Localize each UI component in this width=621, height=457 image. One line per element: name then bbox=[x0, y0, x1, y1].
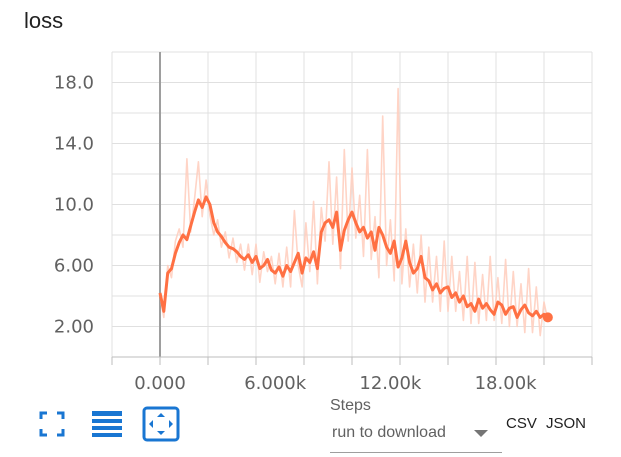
loss-line-chart[interactable]: 2.00 6.00 10.0 14.0 18.0 0.000 6.000k 12.00k 18.… bbox=[0, 0, 621, 400]
y-tick-label: 2.00 bbox=[54, 317, 94, 338]
download-csv-link[interactable]: CSV bbox=[506, 415, 537, 432]
fullscreen-icon[interactable] bbox=[38, 410, 66, 438]
x-tick-label: 0.000 bbox=[134, 373, 186, 394]
run-download-select-value: run to download bbox=[332, 424, 446, 441]
x-tick-label: 6.000k bbox=[244, 373, 307, 394]
y-tick-label: 18.0 bbox=[54, 73, 94, 94]
download-json-link[interactable]: JSON bbox=[546, 415, 587, 432]
x-tick-label: 18.00k bbox=[475, 373, 538, 394]
x-axis-selector-label: Steps bbox=[330, 397, 371, 414]
run-download-select[interactable]: run to download bbox=[330, 420, 502, 453]
y-tick-label: 14.0 bbox=[54, 134, 94, 155]
series-end-point bbox=[542, 312, 553, 323]
smoothed-series-layer bbox=[158, 195, 553, 323]
tick-labels: 2.00 6.00 10.0 14.0 18.0 0.000 6.000k 12.00k 18.… bbox=[54, 73, 537, 395]
smoothed-series-line bbox=[158, 195, 549, 319]
x-tick-label: 12.00k bbox=[359, 373, 422, 394]
chevron-down-icon bbox=[474, 430, 488, 437]
y-tick-label: 10.0 bbox=[54, 195, 94, 216]
chart-title: loss bbox=[24, 8, 64, 33]
raw-series-line bbox=[159, 87, 549, 337]
fit-to-data-icon[interactable] bbox=[142, 406, 180, 442]
raw-series-layer bbox=[159, 87, 549, 337]
y-tick-label: 6.00 bbox=[54, 256, 94, 277]
list-icon[interactable] bbox=[90, 409, 124, 439]
